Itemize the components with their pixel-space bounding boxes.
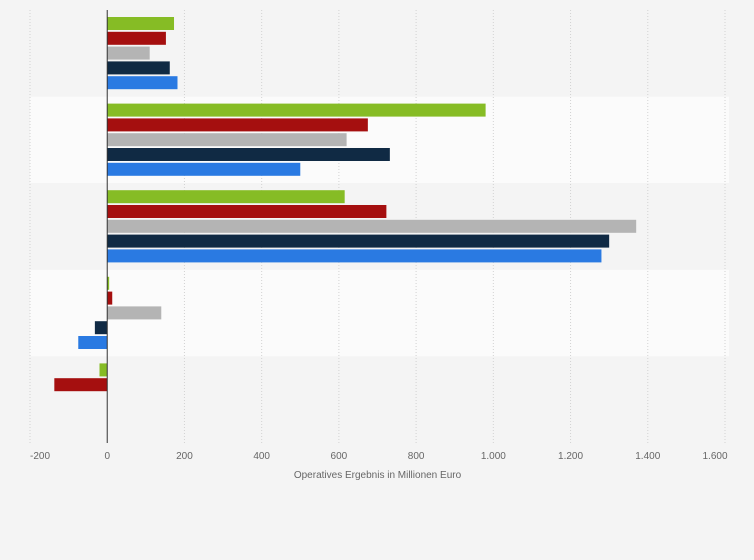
x-tick-label: 1.600 — [702, 451, 727, 462]
x-tick-label: 800 — [408, 451, 425, 462]
x-tick-label: 1.000 — [481, 451, 506, 462]
bar — [107, 103, 486, 117]
x-tick-labels: -200 0 200 400 600 800 1.000 1.200 1.400 1.600 — [30, 451, 728, 462]
x-tick-label: 200 — [176, 451, 193, 462]
bar — [107, 148, 390, 161]
bar — [107, 118, 368, 132]
bar — [107, 76, 178, 90]
bar — [107, 306, 162, 320]
category-band — [30, 356, 729, 443]
bar — [107, 133, 347, 147]
x-tick-label: 600 — [331, 451, 348, 462]
bar — [107, 17, 175, 30]
bar — [107, 46, 150, 60]
bar — [54, 378, 108, 392]
bar — [107, 276, 110, 290]
bar — [107, 249, 602, 263]
bar — [107, 291, 113, 305]
bar — [107, 31, 166, 45]
bar — [78, 336, 108, 349]
x-tick-label: 1.400 — [635, 451, 660, 462]
bars — [54, 17, 637, 392]
bar — [107, 234, 610, 248]
bar — [107, 205, 387, 218]
x-tick-label: 400 — [253, 451, 270, 462]
bar — [107, 61, 170, 75]
x-tick-label: -200 — [30, 451, 50, 462]
bar — [107, 219, 637, 233]
bar — [99, 363, 108, 377]
x-tick-label: 0 — [104, 451, 110, 462]
bar — [107, 162, 301, 176]
bar — [107, 190, 345, 204]
x-axis-title: Operatives Ergebnis in Millionen Euro — [294, 470, 462, 481]
bar — [94, 321, 108, 335]
x-tick-label: 1.200 — [558, 451, 583, 462]
